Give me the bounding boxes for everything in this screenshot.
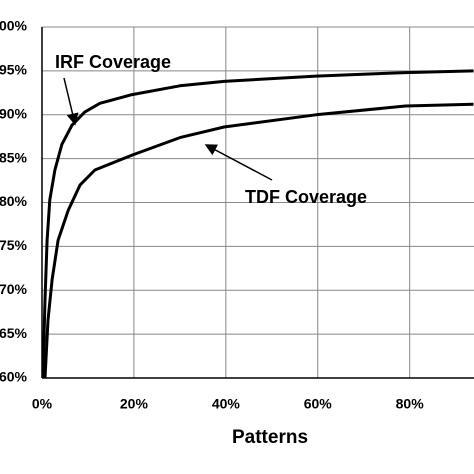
y-tick-label: 60% <box>0 369 28 385</box>
annotation: TDF Coverage <box>245 187 367 207</box>
line <box>41 69 474 379</box>
annotation: IRF Coverage <box>55 52 171 72</box>
annotation-arrow <box>204 144 273 181</box>
line <box>43 102 474 379</box>
y-tick-label: 65% <box>0 325 28 341</box>
plot: 60% 65% 70% 75% 80% 85% 90% 95% 100% 0% 20% 40% 60% 8… <box>0 18 474 412</box>
y-tick-label: 100% <box>0 18 28 34</box>
y-tick-label: 80% <box>0 193 28 209</box>
x-tick-label: 40% <box>212 396 241 412</box>
x-tick-label: 20% <box>120 396 149 412</box>
x-tick-label: 80% <box>396 396 425 412</box>
y-tick-label: 70% <box>0 281 28 297</box>
x-tick-label: 60% <box>304 396 333 412</box>
y-tick-label: 85% <box>0 149 28 165</box>
x-tick-label: 0% <box>32 396 53 412</box>
x-axis-label: Patterns <box>232 427 308 448</box>
y-tick-label: 95% <box>0 62 28 78</box>
annotation-arrow <box>63 77 79 126</box>
y-tick-label: 75% <box>0 237 28 253</box>
y-tick-label: 90% <box>0 105 28 121</box>
